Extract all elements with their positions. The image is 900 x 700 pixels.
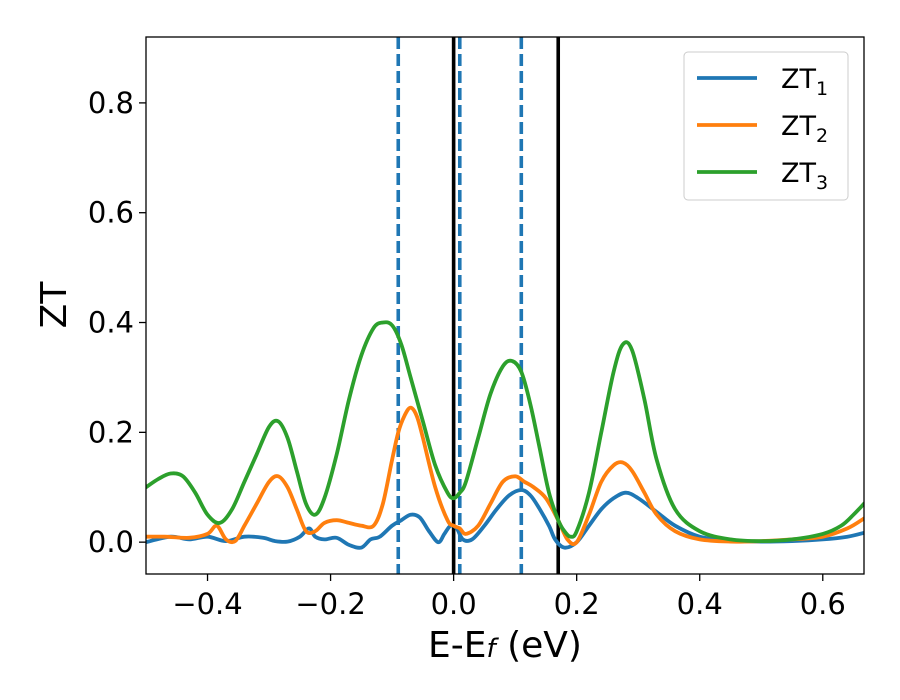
reference-lines: [396, 37, 561, 574]
y-tick-label: 0.2: [88, 415, 134, 449]
legend-label-zt3: ZT3: [781, 158, 828, 194]
legend-label-zt2: ZT2: [781, 111, 828, 147]
legend-label-sub: 2: [816, 125, 828, 147]
legend-label-sub: 3: [816, 172, 828, 194]
legend-label-main: ZT: [781, 111, 816, 142]
y-tick-label: 0.6: [88, 196, 134, 230]
x-tick-label: −0.4: [172, 587, 242, 621]
series-line-zt3: [146, 320, 864, 543]
legend-label-main: ZT: [781, 158, 816, 189]
plot-frame: [145, 36, 865, 575]
series-line-zt2: [146, 405, 864, 546]
x-axis-label-unit: (eV): [496, 625, 582, 666]
legend-label-main: ZT: [781, 64, 816, 95]
y-axis-ticks: 0.0 0.2 0.4 0.6 0.8: [88, 86, 146, 559]
y-tick-label: 0.8: [88, 86, 134, 120]
y-tick-label: 0.4: [88, 306, 134, 340]
legend-label-zt1: ZT1: [781, 64, 828, 100]
x-axis-ticks: −0.4 −0.2 0.0 0.2 0.4 0.6: [172, 574, 846, 621]
y-axis-label: ZT: [34, 281, 75, 329]
x-axis-label-main: E-E: [428, 625, 486, 666]
x-tick-label: 0.6: [800, 587, 846, 621]
x-tick-label: −0.2: [295, 587, 365, 621]
x-tick-label: 0.4: [677, 587, 723, 621]
y-axis-label-text: ZT: [34, 281, 75, 329]
x-tick-label: 0.2: [554, 587, 600, 621]
series-layer: [146, 320, 864, 550]
legend-label-sub: 1: [816, 78, 828, 100]
y-tick-label: 0.0: [88, 525, 134, 559]
x-axis-label: E-Ef (eV): [428, 625, 582, 666]
x-tick-label: 0.0: [431, 587, 477, 621]
legend-box: [683, 51, 849, 201]
